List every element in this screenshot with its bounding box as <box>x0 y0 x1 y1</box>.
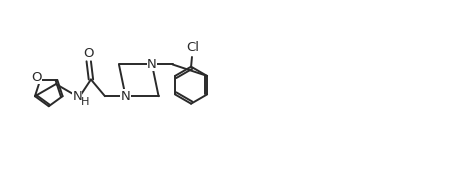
Text: N: N <box>147 58 157 71</box>
Text: N: N <box>121 90 130 103</box>
Text: O: O <box>32 71 42 84</box>
Text: O: O <box>84 47 94 60</box>
Text: Cl: Cl <box>186 41 199 54</box>
Text: H: H <box>81 97 89 107</box>
Text: N: N <box>72 90 82 103</box>
